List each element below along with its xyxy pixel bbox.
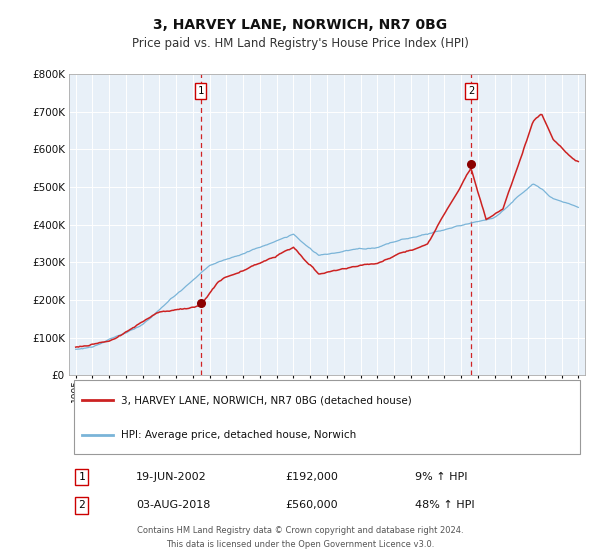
Text: 1: 1 [79, 472, 85, 482]
Text: 1: 1 [197, 86, 204, 96]
Text: Contains HM Land Registry data © Crown copyright and database right 2024.: Contains HM Land Registry data © Crown c… [137, 526, 463, 535]
Text: 03-AUG-2018: 03-AUG-2018 [136, 501, 211, 510]
FancyBboxPatch shape [74, 380, 580, 454]
Text: 3, HARVEY LANE, NORWICH, NR7 0BG: 3, HARVEY LANE, NORWICH, NR7 0BG [153, 18, 447, 32]
Text: 9% ↑ HPI: 9% ↑ HPI [415, 472, 467, 482]
Text: 2: 2 [468, 86, 474, 96]
Text: £192,000: £192,000 [286, 472, 338, 482]
Text: HPI: Average price, detached house, Norwich: HPI: Average price, detached house, Norw… [121, 430, 356, 440]
Text: This data is licensed under the Open Government Licence v3.0.: This data is licensed under the Open Gov… [166, 540, 434, 549]
Text: 3, HARVEY LANE, NORWICH, NR7 0BG (detached house): 3, HARVEY LANE, NORWICH, NR7 0BG (detach… [121, 395, 412, 405]
Text: £560,000: £560,000 [286, 501, 338, 510]
Text: Price paid vs. HM Land Registry's House Price Index (HPI): Price paid vs. HM Land Registry's House … [131, 37, 469, 50]
Text: 48% ↑ HPI: 48% ↑ HPI [415, 501, 475, 510]
Text: 19-JUN-2002: 19-JUN-2002 [136, 472, 207, 482]
Text: 2: 2 [79, 501, 85, 510]
